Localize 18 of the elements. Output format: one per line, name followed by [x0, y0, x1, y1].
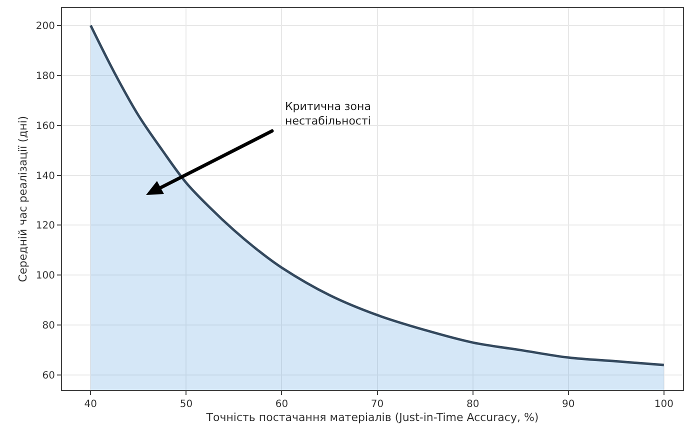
- x-tick-label: 70: [370, 399, 384, 410]
- y-tick-label: 120: [36, 220, 55, 232]
- y-tick-label: 60: [42, 370, 55, 382]
- y-tick-label: 80: [42, 320, 55, 332]
- x-tick-label: 60: [275, 399, 288, 410]
- y-axis-title: Середній час реалізації (дні): [16, 116, 30, 282]
- y-tick-label: 180: [36, 70, 55, 82]
- x-tick-label: 50: [180, 399, 193, 410]
- y-tick-label: 100: [36, 270, 55, 282]
- y-tick-label: 140: [36, 170, 55, 182]
- x-tick-label: 100: [654, 399, 674, 410]
- x-tick-label: 80: [466, 399, 480, 410]
- annotation: Критична зона нестабільності: [285, 100, 371, 128]
- x-axis-title: Точність постачання матеріалів (Just-in-Time Accuracy, %): [205, 411, 539, 424]
- y-tick-label: 200: [36, 20, 55, 32]
- y-tick-label: 160: [36, 120, 55, 132]
- x-tick-label: 40: [84, 399, 98, 410]
- x-tick-label: 90: [562, 399, 575, 410]
